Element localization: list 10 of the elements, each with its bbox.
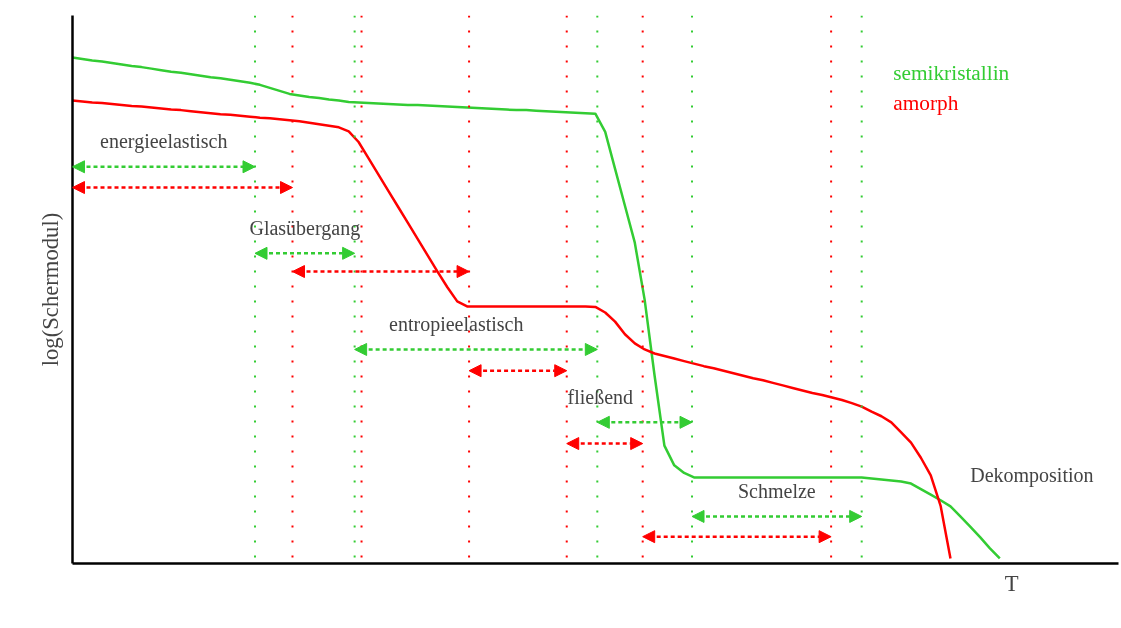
annotation: Glasübergang	[249, 217, 361, 241]
y-axis-title: log(Schermodul)	[37, 212, 63, 367]
annotation: energieelastisch	[100, 130, 228, 154]
x-axis-title: T	[1004, 570, 1019, 596]
text: amorph	[893, 91, 959, 116]
annotation: entropieelastisch	[389, 313, 524, 337]
annotation: Dekomposition	[970, 464, 1094, 488]
annotation: Schmelze	[737, 480, 816, 503]
text: semikristallin	[893, 60, 1010, 85]
annotation: fließend	[567, 386, 634, 409]
